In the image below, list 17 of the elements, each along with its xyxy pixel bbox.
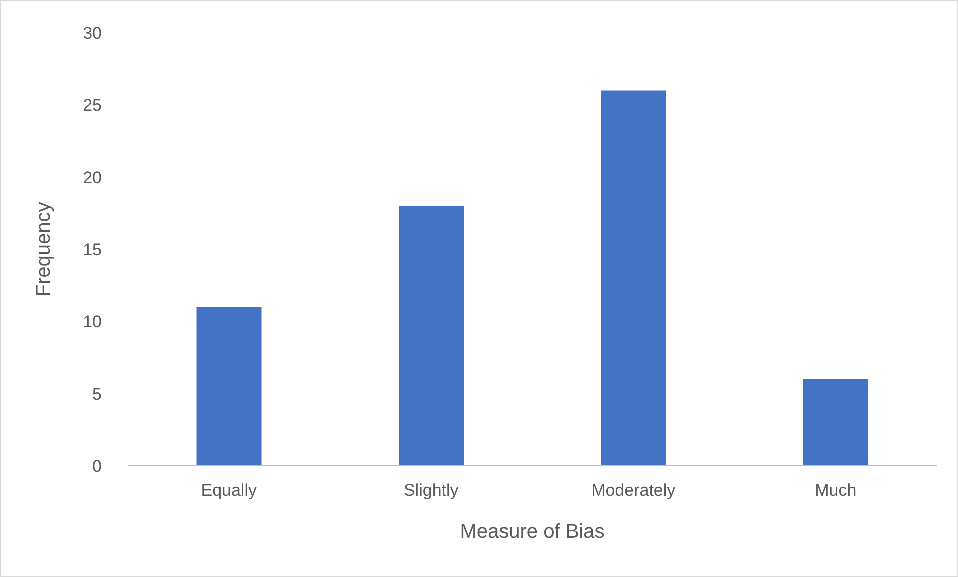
bar <box>196 307 262 466</box>
x-axis-title: Measure of Bias <box>460 521 605 543</box>
bar <box>804 379 869 466</box>
y-tick-label: 20 <box>83 168 102 188</box>
y-tick-label: 15 <box>83 240 102 260</box>
y-axis-title: Frequency <box>33 202 56 297</box>
x-tick-label: Equally <box>201 481 258 500</box>
y-tick-label: 10 <box>83 312 102 332</box>
x-tick-label: Moderately <box>592 481 676 500</box>
y-tick-label: 0 <box>92 457 102 476</box>
y-tick-label: 25 <box>83 96 102 116</box>
bar <box>399 206 464 466</box>
y-tick-label: 5 <box>92 384 102 404</box>
x-tick-label: Much <box>815 481 857 500</box>
bar <box>601 90 666 466</box>
y-tick-label: 30 <box>83 24 102 44</box>
x-tick-label: Slightly <box>404 481 460 500</box>
